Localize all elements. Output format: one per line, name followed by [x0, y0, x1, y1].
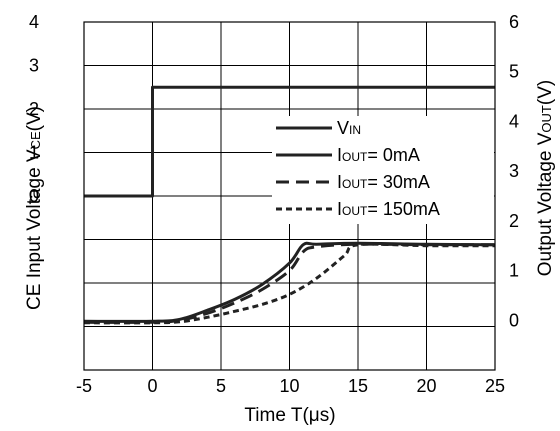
- legend-background: [272, 116, 494, 224]
- right-y-tick-label: 4: [509, 111, 519, 131]
- legend-label: IOUT= 0mA: [337, 145, 420, 165]
- right-y-tick-label: 2: [509, 211, 519, 231]
- right-y-tick-label: 3: [509, 161, 519, 181]
- right-y-axis-subscript: OUT: [539, 105, 554, 133]
- left-y-tick-label: 2: [29, 99, 39, 119]
- legend: VIN IOUT= 0mA IOUT= 30mA IOUT= 150mA: [272, 116, 494, 224]
- series-lines: [83, 85, 496, 325]
- left-y-tick-labels: 4 3 2 1 0: [29, 12, 39, 206]
- right-y-tick-label: 5: [509, 62, 519, 82]
- x-tick-label: 20: [416, 376, 436, 396]
- x-tick-labels: -5 0 5 10 15 20 25: [76, 376, 505, 396]
- legend-label: VIN: [337, 118, 361, 138]
- legend-label: IOUT= 30mA: [337, 172, 430, 192]
- plot-frame: [83, 21, 496, 371]
- x-tick-label: 25: [485, 376, 505, 396]
- x-tick-label: 10: [279, 376, 299, 396]
- x-tick-label: 0: [147, 376, 157, 396]
- legend-label: IOUT= 150mA: [337, 199, 440, 219]
- left-y-axis-label: CE Input Voltage VCE(V): [24, 106, 45, 310]
- right-y-tick-label: 6: [509, 12, 519, 32]
- right-y-tick-label: 1: [509, 261, 519, 281]
- series-line-4: [83, 242, 496, 325]
- right-y-tick-label: 0: [509, 310, 519, 330]
- left-y-tick-label: 4: [29, 12, 39, 32]
- left-y-axis-subscript: CE: [28, 131, 43, 149]
- x-axis-unit: μs: [309, 405, 329, 426]
- x-tick-label: 15: [348, 376, 368, 396]
- x-tick-label: -5: [76, 376, 92, 396]
- series-line-1: [84, 85, 495, 198]
- left-y-tick-label: 0: [29, 186, 39, 206]
- right-y-axis-label: Output Voltage VOUT(V): [535, 80, 556, 276]
- left-y-tick-label: 3: [29, 56, 39, 76]
- x-tick-label: 5: [216, 376, 226, 396]
- right-y-tick-labels: 6 5 4 3 2 1 0: [509, 12, 519, 330]
- left-y-tick-label: 1: [29, 143, 39, 163]
- x-axis-label: Time T(μs): [244, 405, 335, 426]
